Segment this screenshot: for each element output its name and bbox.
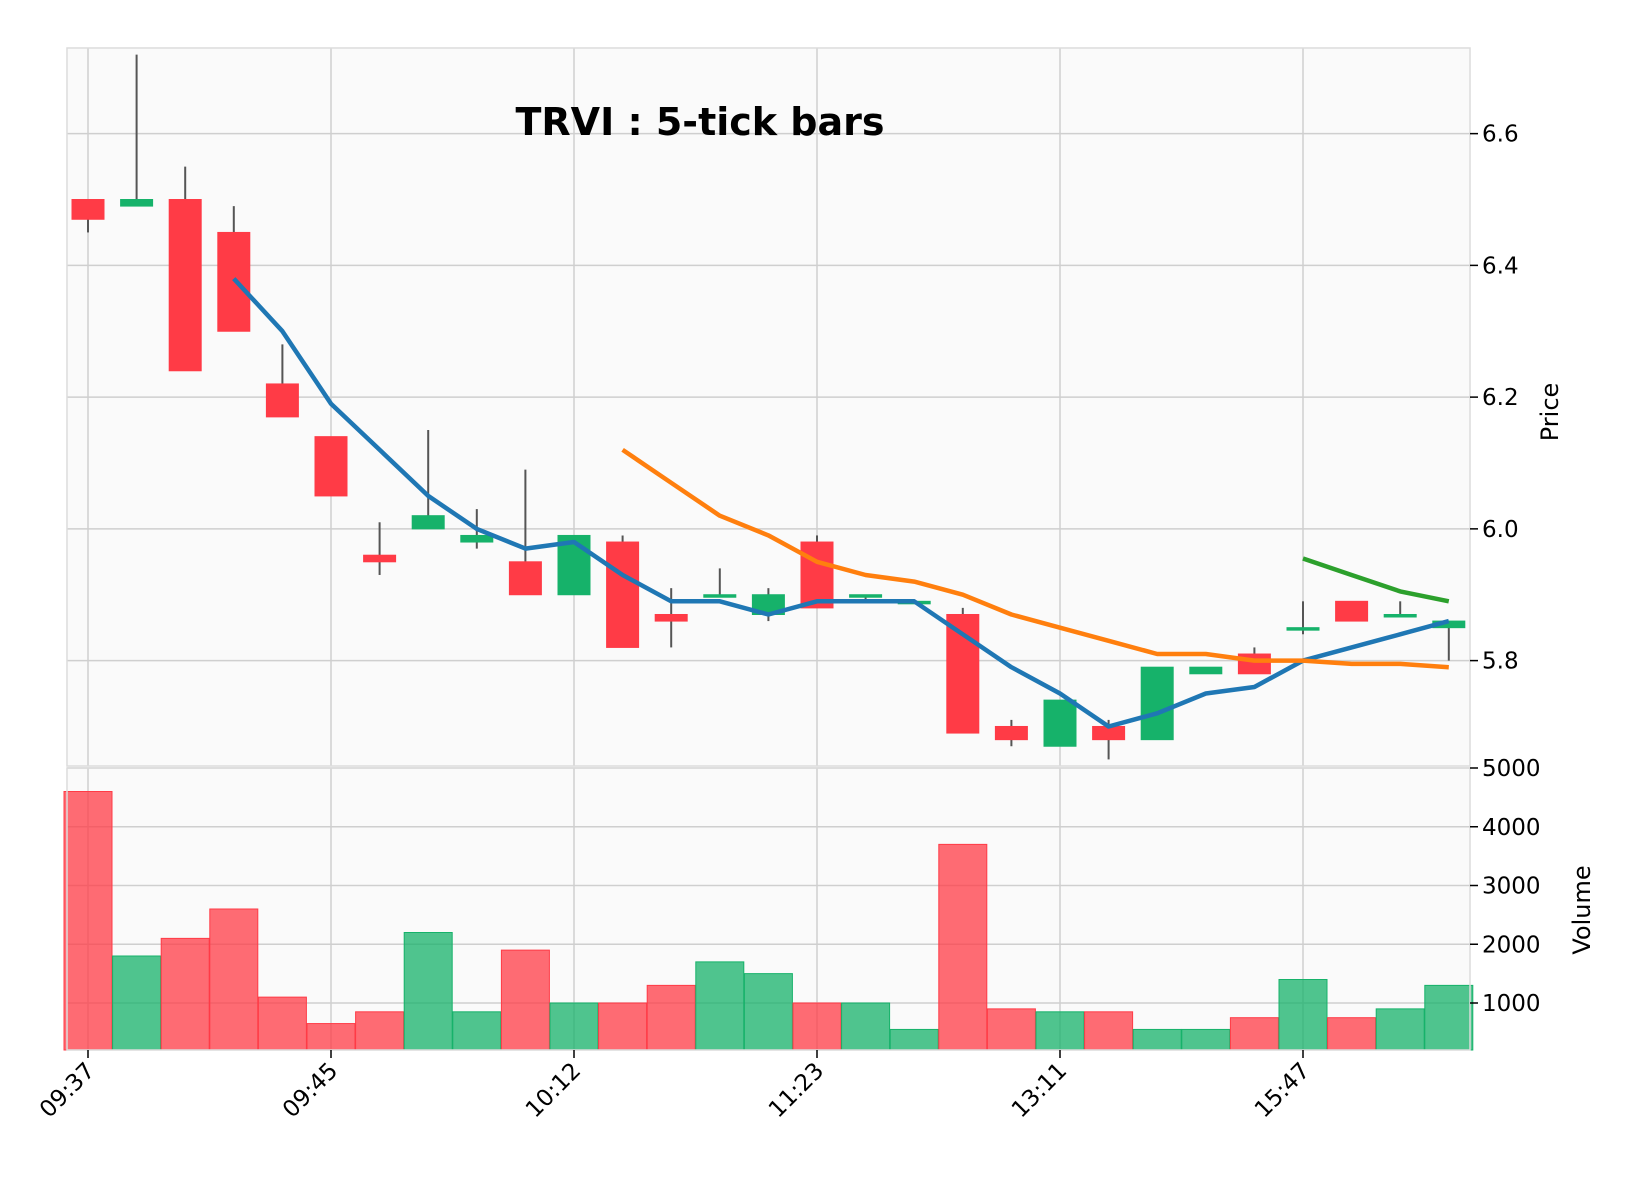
candle-body (508, 561, 542, 596)
volume-bar (1229, 1017, 1279, 1051)
price-tick-label: 6.4 (1482, 253, 1519, 279)
volume-tick-label: 2000 (1482, 932, 1541, 958)
candle-body (800, 541, 834, 609)
candle-body (363, 554, 397, 563)
volume-bar (549, 1002, 599, 1051)
price-tick-label: 5.8 (1482, 649, 1519, 675)
candle-body (120, 199, 154, 207)
candle-body (411, 515, 445, 530)
candle-body (849, 594, 883, 598)
price-axis-label: Price (1536, 383, 1564, 442)
candle-body (168, 199, 202, 372)
volume-bar (209, 908, 259, 1051)
volume-bars (63, 791, 1474, 1051)
candle-body (994, 725, 1028, 741)
volume-bar (1424, 984, 1474, 1051)
candle-body (71, 199, 105, 220)
price-tick-label: 6.6 (1482, 122, 1519, 148)
volume-bar (1375, 1008, 1425, 1051)
candle-body (1335, 600, 1369, 622)
candle-body (314, 436, 348, 497)
volume-panel-frame (66, 767, 1471, 1051)
candle-body (1043, 699, 1077, 747)
price-panel-background (67, 48, 1470, 766)
price-tick-label: 6.0 (1482, 517, 1519, 543)
volume-bar (403, 932, 453, 1051)
volume-bar (1035, 1011, 1085, 1051)
volume-bar (743, 973, 793, 1051)
candle-body (1286, 627, 1320, 631)
volume-bar (938, 843, 988, 1051)
moving-average-line (621, 447, 1449, 670)
volume-bar (841, 1002, 891, 1051)
volume-bar (598, 1002, 648, 1051)
candle-body (460, 534, 494, 543)
candle-body (654, 613, 688, 622)
candle-body (1383, 613, 1417, 618)
volume-bar (355, 1011, 405, 1051)
x-tick-label: 09:37 (35, 1058, 100, 1123)
volume-tick-label: 5000 (1482, 756, 1541, 782)
volume-bar (986, 1008, 1036, 1051)
x-tick-label: 15:47 (1250, 1058, 1315, 1123)
x-tick-label: 09:45 (278, 1058, 343, 1123)
candle-body (1189, 666, 1223, 675)
volume-bar (1327, 1017, 1377, 1051)
candle-body (265, 383, 299, 418)
candle-body (606, 541, 640, 648)
x-tick-label: 10:12 (521, 1058, 586, 1123)
price-tick-label: 6.2 (1482, 385, 1519, 411)
price-panel-frame (66, 47, 1471, 767)
volume-bar (695, 961, 745, 1051)
volume-bar (646, 984, 696, 1051)
x-tick-label: 13:11 (1007, 1058, 1072, 1123)
candle-body (1140, 666, 1174, 741)
volume-bar (500, 949, 550, 1051)
volume-tick-label: 1000 (1482, 991, 1541, 1017)
volume-bar (1084, 1011, 1134, 1051)
volume-bar (452, 1011, 502, 1051)
volume-bar (1132, 1028, 1182, 1051)
volume-bar (160, 937, 210, 1051)
moving-average-line (232, 277, 1450, 729)
volume-bar (1181, 1028, 1231, 1051)
chart-title: TRVI : 5-tick bars (515, 100, 884, 144)
moving-average-line (1302, 556, 1450, 604)
volume-bar (1278, 979, 1328, 1051)
volume-axis-label: Volume (1568, 865, 1596, 954)
volume-bar (889, 1028, 939, 1051)
x-tick-label: 11:23 (764, 1058, 829, 1123)
volume-bar (257, 996, 307, 1051)
moving-average-lines (232, 277, 1450, 729)
volume-bar (63, 791, 113, 1051)
volume-bar (306, 1023, 356, 1051)
volume-bar (792, 1002, 842, 1051)
volume-tick-label: 3000 (1482, 874, 1541, 900)
volume-bar (112, 955, 162, 1051)
candle-body (703, 594, 737, 598)
volume-tick-label: 4000 (1482, 815, 1541, 841)
